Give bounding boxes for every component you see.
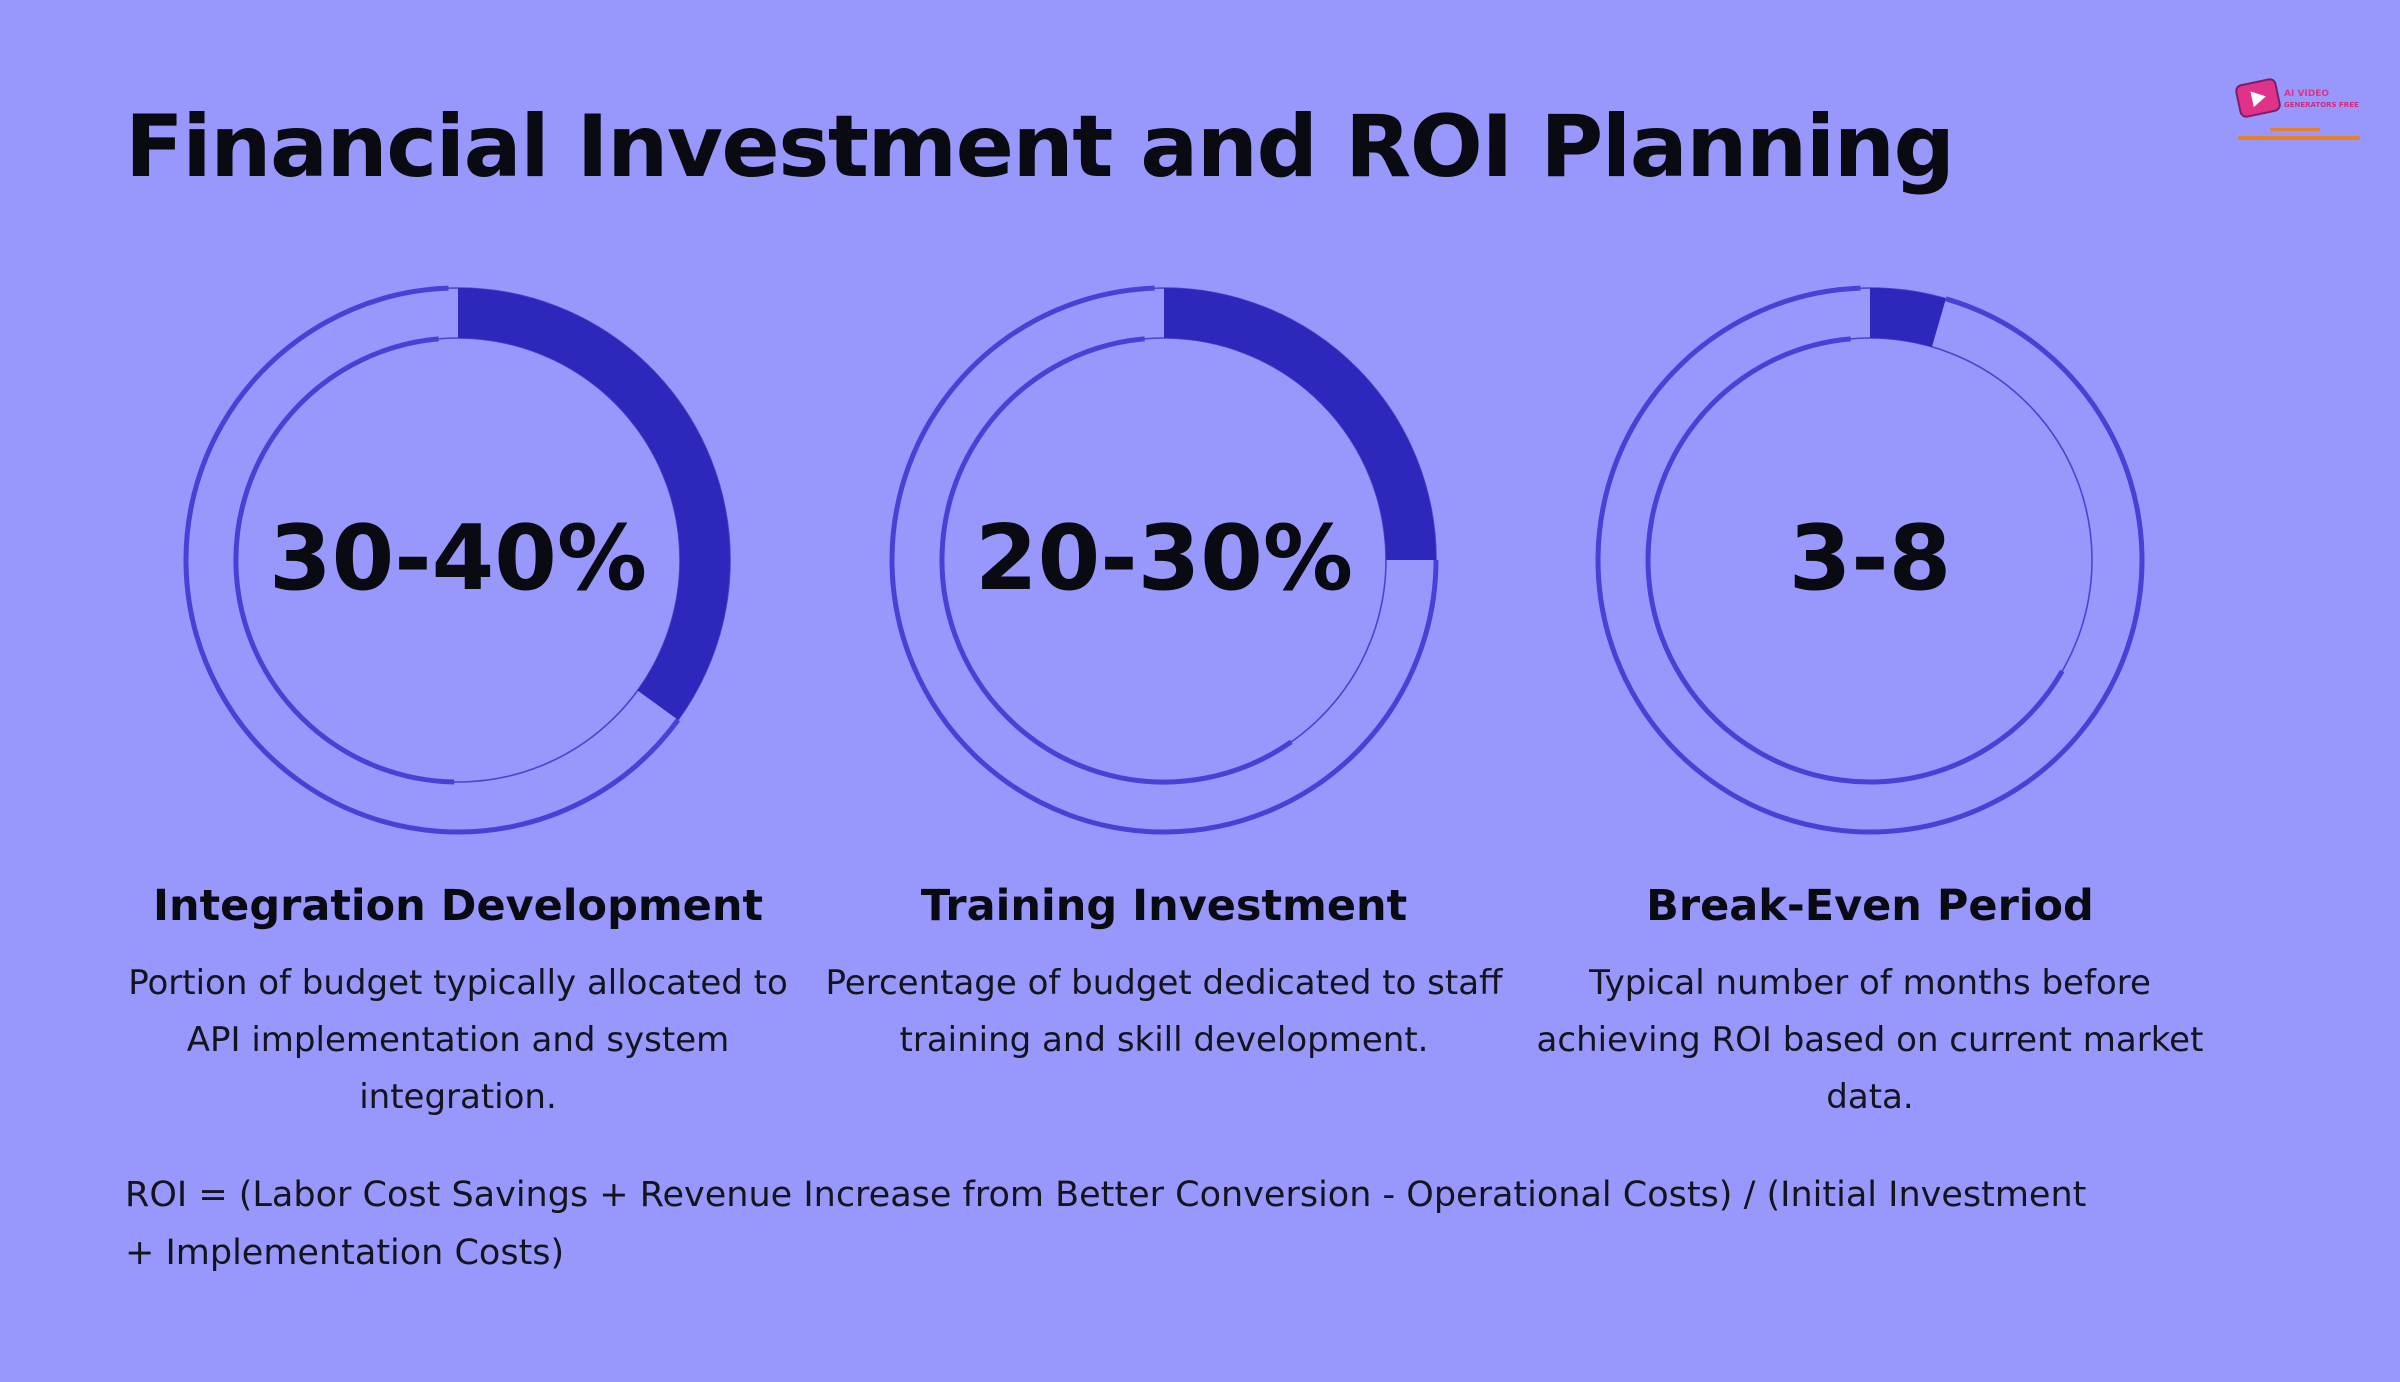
logo-underline-small	[2270, 128, 2320, 131]
ring-inner-arc	[939, 336, 1293, 785]
stat-ring-svg: 3-8	[1595, 285, 2145, 835]
logo-underline	[2238, 136, 2360, 140]
ring-outer-arc	[889, 285, 1439, 835]
stat-ring-svg: 20-30%	[889, 285, 1439, 835]
stat-ring-svg: 30-40%	[183, 285, 731, 835]
card-title-break-even: Break-Even Period	[1646, 881, 2094, 931]
play-triangle-icon	[2250, 91, 2266, 108]
stat-value: 30-40%	[269, 506, 647, 611]
card-title-integration: Integration Development	[153, 881, 763, 931]
ring-outer-arc	[1595, 285, 2145, 835]
stat-ring-training: 20-30%	[884, 280, 1444, 840]
card-description-training: Percentage of budget dedicated to staff …	[825, 963, 1503, 1060]
card-description-break-even: Typical number of months before achievin…	[1536, 963, 2204, 1117]
ring-value-segment	[458, 288, 730, 720]
stat-ring-break-even: 3-8	[1590, 280, 2150, 840]
ring-inner-arc	[1645, 336, 2065, 785]
ring-inner-arc	[233, 336, 455, 785]
stat-value: 3-8	[1789, 506, 1952, 611]
ring-outer-arc	[183, 285, 681, 835]
roi-formula: ROI = (Labor Cost Savings + Revenue Incr…	[125, 1175, 2087, 1273]
card-description-integration: Portion of budget typically allocated to…	[128, 963, 788, 1117]
stat-ring-integration: 30-40%	[178, 280, 738, 840]
ring-value-segment	[1870, 288, 1946, 347]
card-title-training: Training Investment	[920, 881, 1408, 931]
stat-value: 20-30%	[975, 506, 1353, 611]
logo-line-2: GENERATORS FREE	[2284, 101, 2359, 109]
logo-line-1: AI VIDEO	[2284, 89, 2329, 99]
ring-value-segment	[1164, 288, 1436, 560]
brand-logo: AI VIDEO GENERATORS FREE	[2235, 78, 2360, 140]
page-title: Financial Investment and ROI Planning	[125, 97, 1955, 197]
